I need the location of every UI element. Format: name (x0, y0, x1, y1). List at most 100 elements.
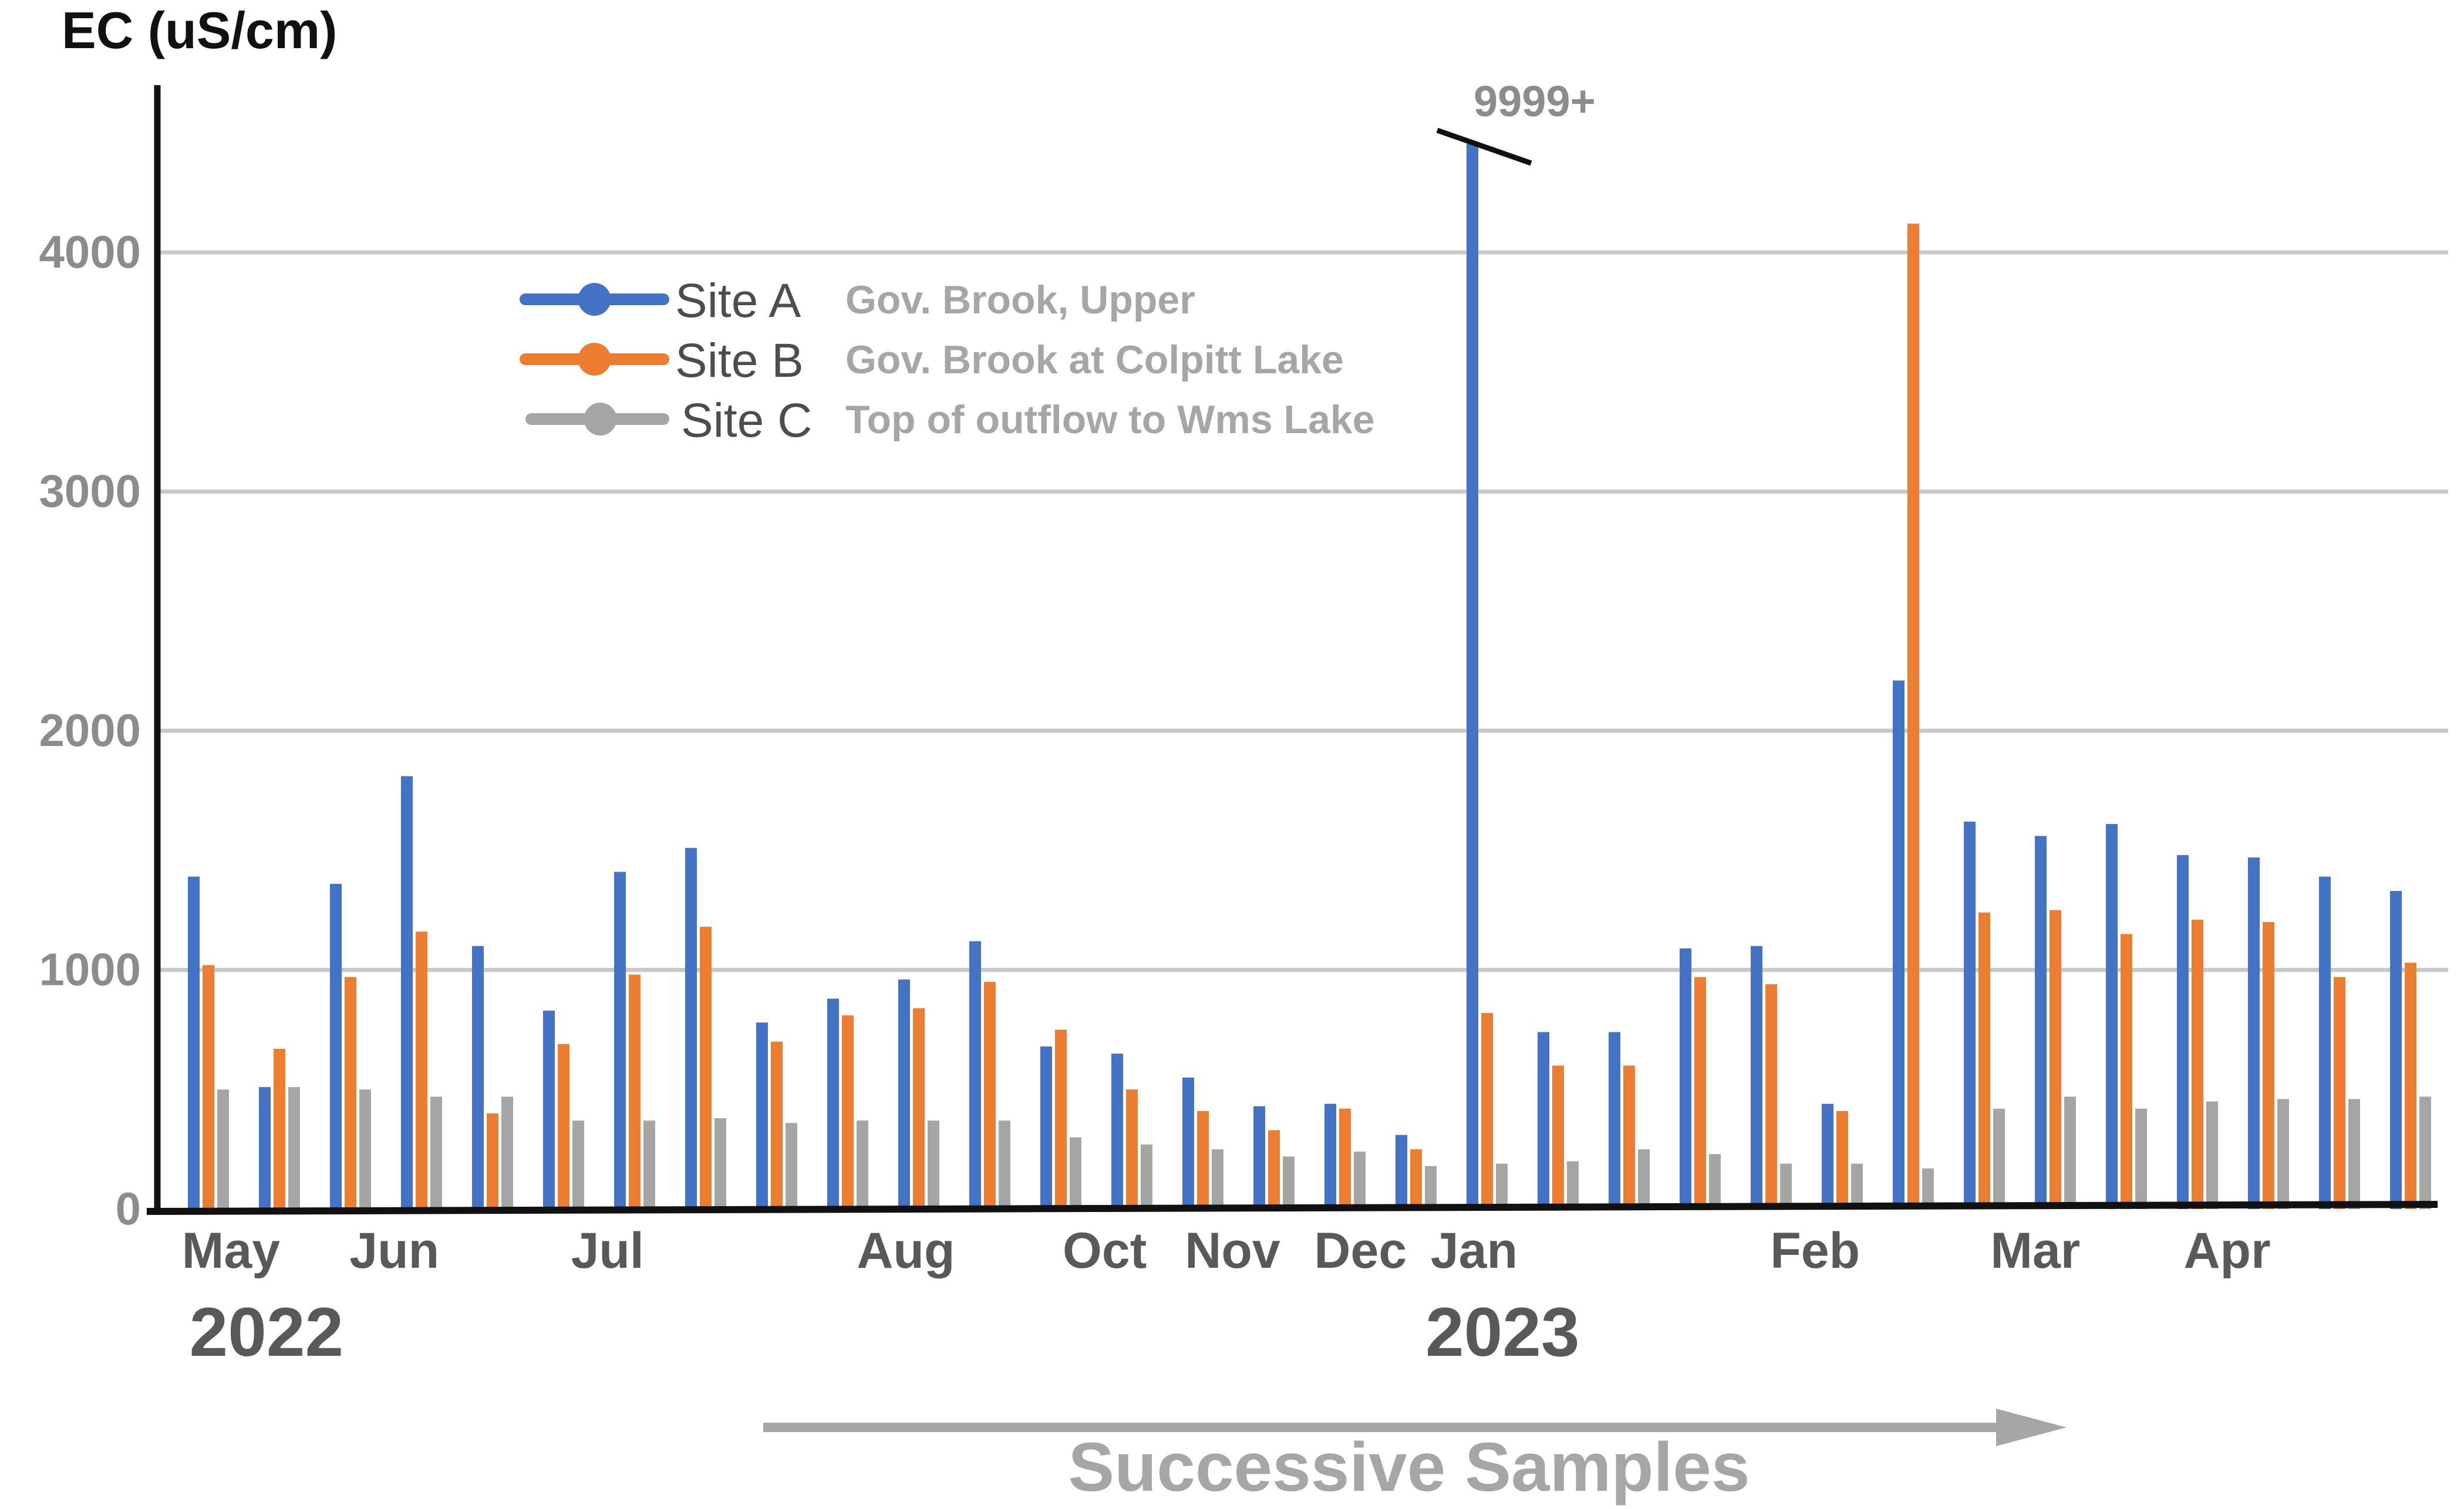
bar-site-b-2 (345, 977, 356, 1209)
legend-marker-1 (578, 343, 611, 376)
bar-site-a-27 (2106, 823, 2118, 1209)
bar-site-b-17 (1410, 1149, 1422, 1209)
bar-site-a-6 (614, 872, 626, 1209)
year-label-2022: 2022 (190, 1294, 344, 1371)
bar-site-b-28 (2192, 919, 2203, 1209)
x-axis-label: Successive Samples (1068, 1429, 1750, 1506)
bar-site-c-28 (2206, 1101, 2218, 1209)
bar-site-a-4 (472, 946, 484, 1209)
bars-group (188, 127, 2431, 1210)
y-tick-label: 2000 (39, 704, 141, 756)
bar-site-c-31 (2419, 1096, 2431, 1209)
bar-site-b-25 (1978, 912, 1990, 1209)
bar-site-a-22 (1751, 946, 1762, 1209)
bar-site-c-25 (1993, 1108, 2005, 1209)
month-label-jul: Jul (571, 1223, 644, 1279)
bar-site-b-16 (1339, 1108, 1351, 1209)
bar-site-a-0 (188, 876, 200, 1209)
legend-series-name: Site C (681, 394, 812, 447)
bar-site-c-1 (288, 1087, 300, 1209)
month-label-nov: Nov (1185, 1223, 1280, 1279)
bar-site-b-4 (487, 1113, 498, 1209)
bar-site-c-0 (217, 1089, 229, 1209)
bar-site-b-24 (1907, 224, 1919, 1210)
bar-site-b-12 (1055, 1029, 1067, 1209)
bar-site-c-12 (1070, 1137, 1081, 1209)
axis-break-mark (1436, 127, 1532, 166)
bar-site-b-6 (629, 974, 641, 1209)
bar-site-b-1 (274, 1048, 285, 1209)
bar-site-c-14 (1212, 1149, 1223, 1209)
month-label-apr: Apr (2183, 1223, 2270, 1279)
bar-site-c-20 (1638, 1149, 1650, 1209)
legend-series-name: Site A (675, 274, 801, 328)
month-label-dec: Dec (1314, 1223, 1407, 1279)
successive-samples-arrow-head (1996, 1409, 2067, 1446)
bar-site-a-8 (756, 1022, 768, 1209)
bar-site-c-16 (1354, 1152, 1366, 1209)
bar-site-c-15 (1283, 1156, 1295, 1209)
bar-site-b-13 (1126, 1089, 1138, 1209)
bar-site-b-23 (1836, 1110, 1848, 1209)
year-label-2023: 2023 (1425, 1294, 1580, 1371)
bar-site-b-21 (1694, 977, 1706, 1209)
bar-site-c-27 (2135, 1108, 2147, 1209)
bar-site-a-24 (1893, 680, 1905, 1209)
bar-site-c-30 (2348, 1099, 2360, 1209)
bar-site-a-7 (685, 848, 697, 1209)
bar-site-a-25 (1964, 821, 1976, 1209)
y-tick-label: 3000 (39, 465, 141, 517)
bar-site-c-23 (1851, 1163, 1863, 1209)
bar-site-a-3 (401, 776, 413, 1209)
bar-site-c-11 (999, 1120, 1010, 1209)
bar-site-a-19 (1538, 1032, 1549, 1209)
bar-site-b-29 (2263, 922, 2274, 1209)
bar-site-b-9 (842, 1015, 854, 1209)
bar-site-a-1 (259, 1087, 271, 1209)
bar-site-a-5 (543, 1010, 555, 1209)
legend: Site A Gov. Brook, Upper Site B Gov. Brook … (520, 274, 1375, 447)
month-label-jan: Jan (1431, 1223, 1518, 1279)
bar-site-c-5 (572, 1120, 584, 1209)
bar-site-c-13 (1141, 1144, 1152, 1209)
bar-site-c-7 (714, 1118, 726, 1209)
y-tick-labels: 0 1000 2000 3000 4000 (39, 226, 141, 1234)
x-month-labels: May Jun Jul Aug Oct Nov Dec Jan Feb Mar Apr (182, 1223, 2271, 1279)
x-year-labels: 2022 2023 (190, 1294, 1580, 1371)
bar-site-b-5 (558, 1044, 569, 1209)
bar-site-c-2 (359, 1089, 371, 1209)
y-tick-label: 4000 (39, 226, 141, 278)
bar-site-a-18 (1467, 144, 1478, 1209)
legend-series-name: Site B (675, 334, 804, 387)
break-label: 9999+ (1474, 77, 1596, 126)
bar-site-a-12 (1040, 1046, 1052, 1209)
bar-site-b-27 (2121, 934, 2132, 1209)
x-axis-line (146, 1201, 2438, 1215)
bar-site-b-20 (1623, 1065, 1635, 1209)
bar-site-c-22 (1780, 1163, 1792, 1209)
axes (146, 85, 2438, 1215)
bar-site-b-11 (984, 981, 996, 1209)
bar-site-c-24 (1922, 1168, 1934, 1209)
successive-samples-annotation: Successive Samples (763, 1409, 2067, 1506)
bar-site-a-23 (1822, 1103, 1833, 1209)
grid-lines (157, 250, 2448, 972)
bar-site-b-0 (203, 965, 214, 1209)
bar-site-b-19 (1552, 1065, 1564, 1209)
bar-site-a-13 (1111, 1054, 1123, 1209)
bar-site-a-21 (1680, 948, 1691, 1209)
bar-site-a-2 (330, 883, 342, 1209)
month-label-oct: Oct (1063, 1223, 1147, 1279)
bar-site-c-17 (1425, 1166, 1437, 1209)
bar-site-a-14 (1182, 1077, 1194, 1209)
bar-site-b-3 (416, 931, 427, 1209)
bar-site-b-30 (2334, 977, 2345, 1209)
bar-site-a-15 (1253, 1106, 1265, 1209)
bar-site-a-9 (827, 998, 839, 1209)
bar-site-c-3 (430, 1096, 442, 1209)
bar-site-b-10 (913, 1008, 925, 1209)
y-axis-label: EC (uS/cm) (62, 1, 337, 59)
bar-site-b-8 (771, 1041, 783, 1209)
y-tick-label: 0 (116, 1183, 141, 1234)
